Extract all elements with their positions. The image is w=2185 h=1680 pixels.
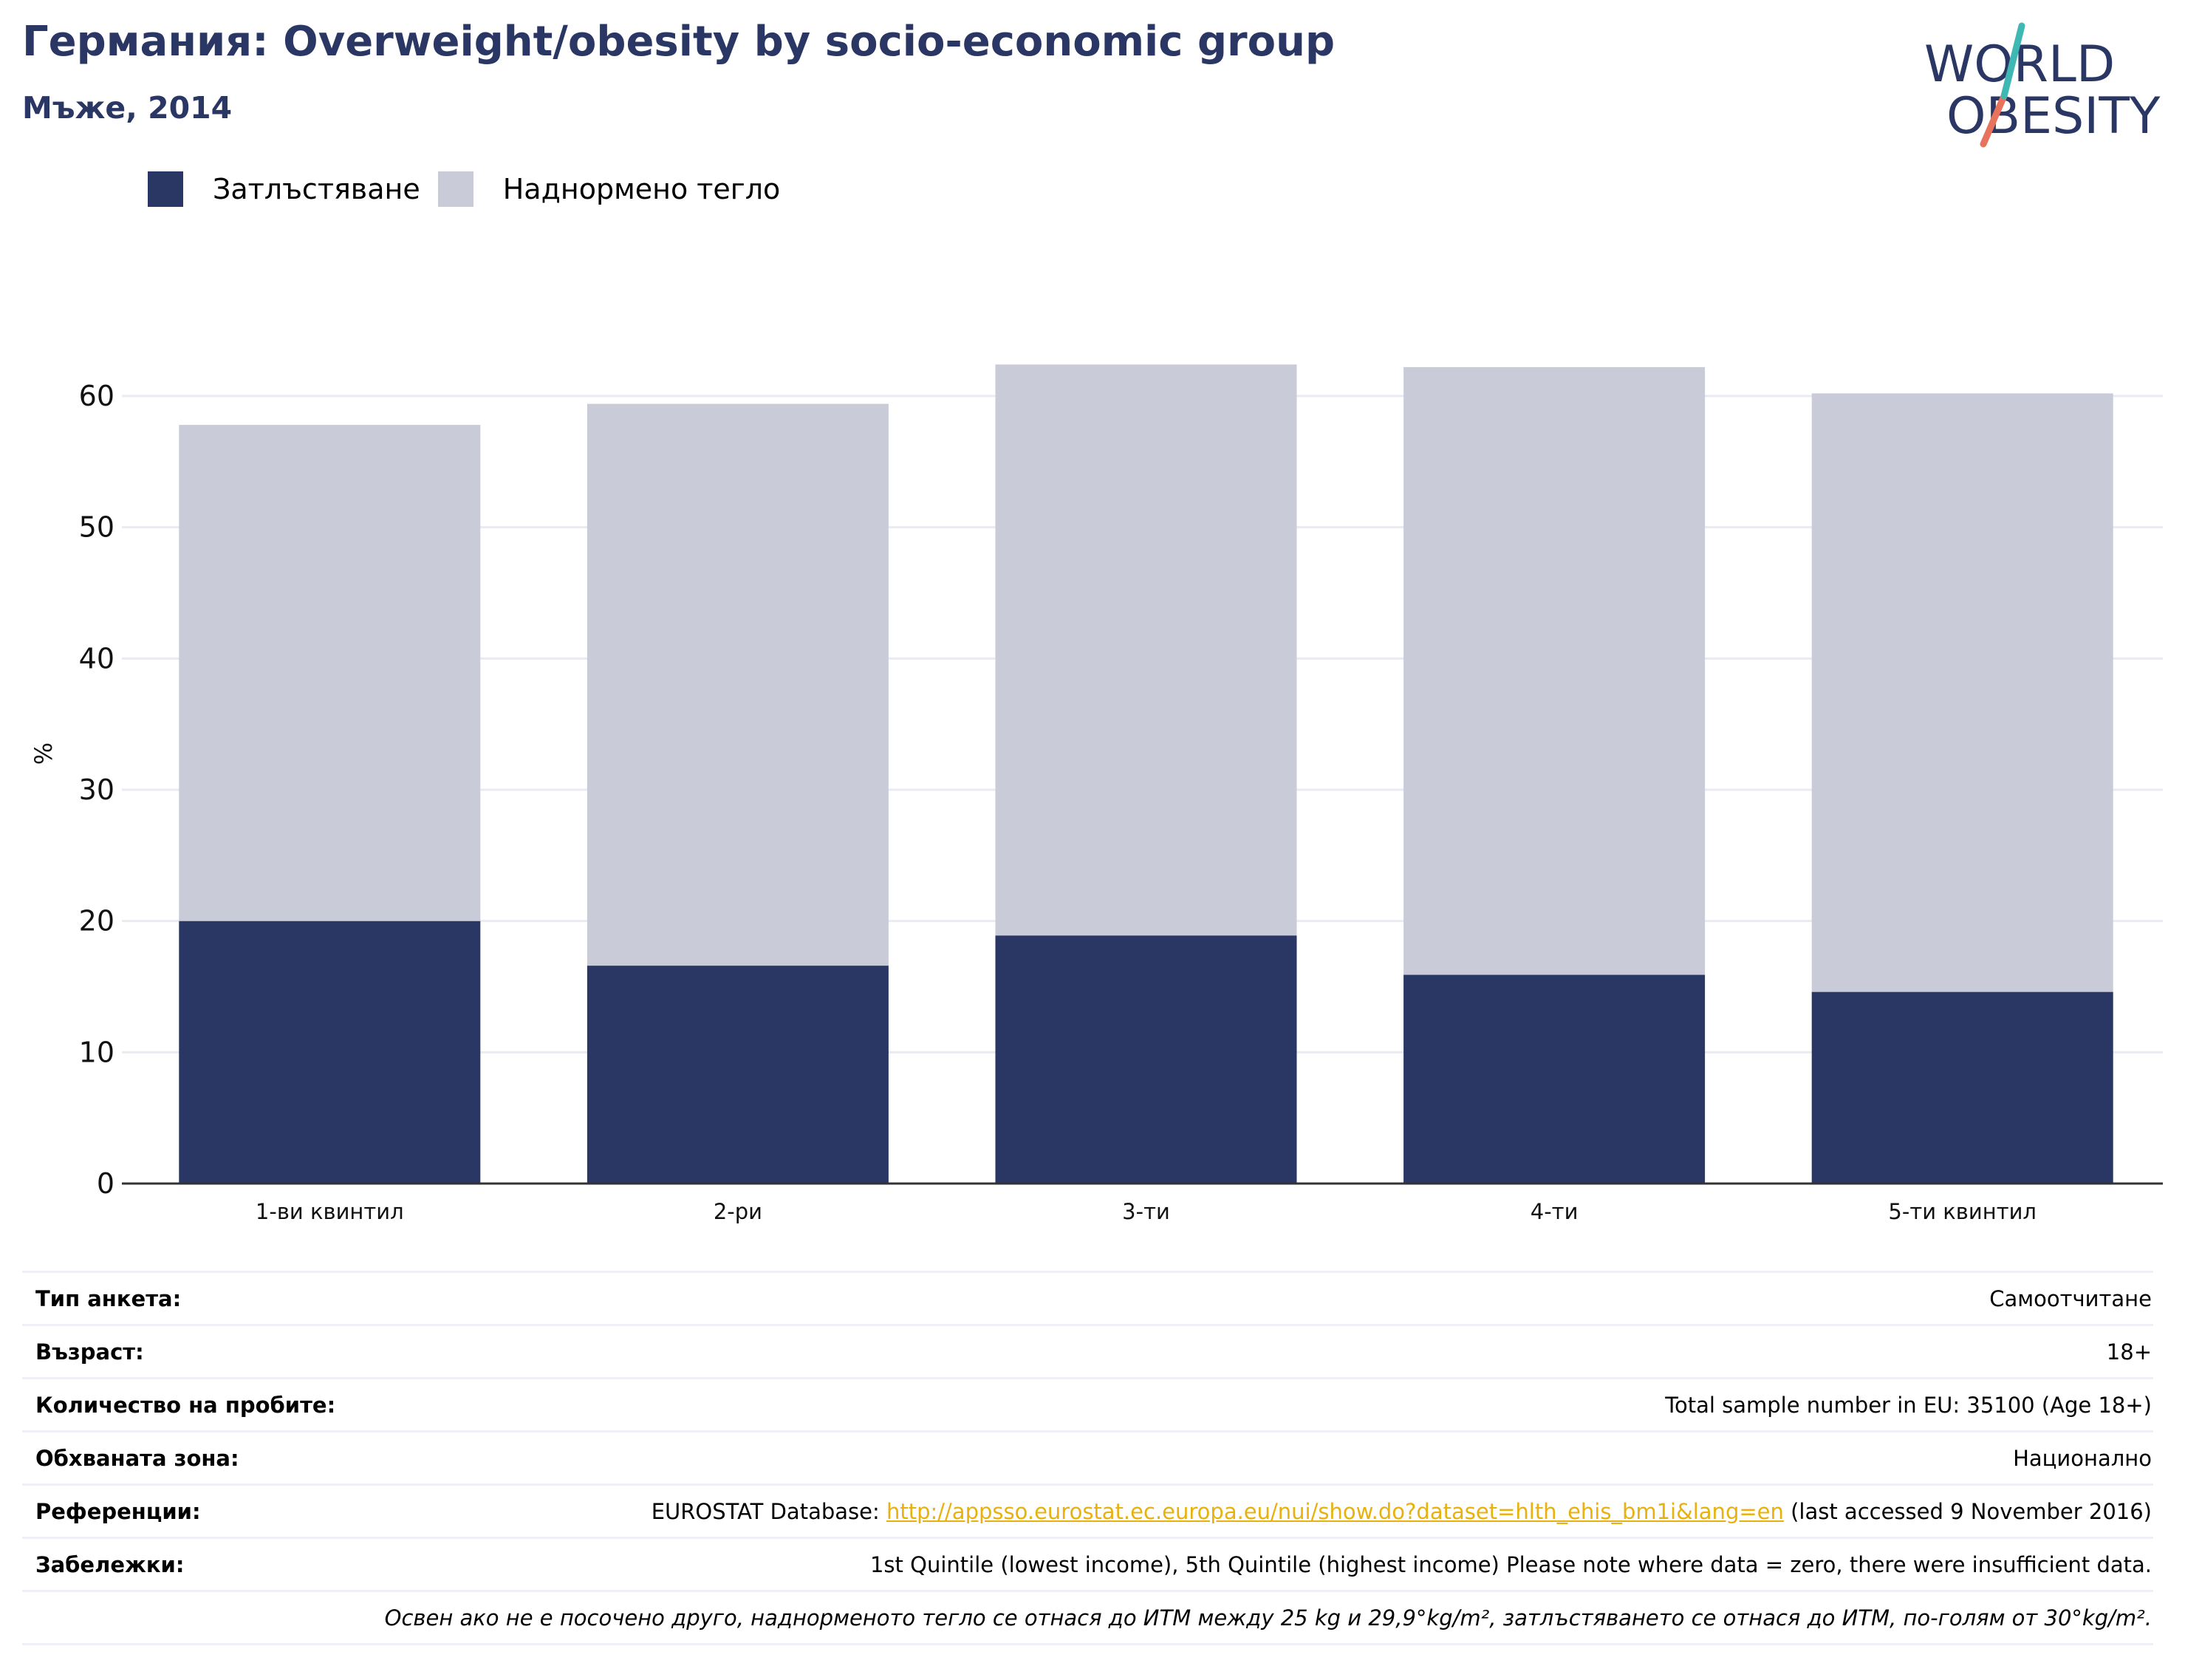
bar-overweight bbox=[995, 364, 1297, 936]
bar-obesity bbox=[1811, 991, 2113, 1184]
reference-prefix: EUROSTAT Database: bbox=[651, 1498, 886, 1524]
x-tick-label: 4-ти bbox=[1531, 1199, 1579, 1224]
bar-obesity bbox=[179, 921, 481, 1184]
y-tick-label: 10 bbox=[79, 1036, 114, 1068]
info-row-area: Обхваната зона: Национално bbox=[22, 1430, 2153, 1485]
info-value: EUROSTAT Database: http://appsso.eurosta… bbox=[349, 1483, 2153, 1538]
legend-item-overweight[interactable]: Наднормено тегло bbox=[437, 171, 781, 207]
logo-slash-coral bbox=[1980, 92, 2008, 148]
world-obesity-logo: WORLD OBESITY bbox=[1924, 22, 2161, 148]
chart-legend: Затлъстяване Наднормено тегло bbox=[148, 168, 798, 210]
y-axis-label: % bbox=[30, 742, 58, 765]
y-tick-label: 20 bbox=[79, 905, 114, 938]
info-label: Обхваната зона: bbox=[22, 1430, 349, 1485]
x-tick-label: 1-ви квинтил bbox=[256, 1199, 404, 1224]
info-value: Национално bbox=[349, 1430, 2153, 1485]
info-row-notes: Забележки: 1st Quintile (lowest income),… bbox=[22, 1537, 2153, 1591]
info-value: Total sample number in EU: 35100 (Age 18… bbox=[349, 1377, 2153, 1432]
info-label: Количество на пробите: bbox=[22, 1377, 349, 1432]
logo-word-obesity: OBESITY bbox=[1946, 87, 2161, 146]
chart-subtitle: Мъже, 2014 bbox=[22, 90, 233, 126]
y-tick-label: 50 bbox=[79, 511, 114, 544]
info-row-survey-type: Тип анкета: Самоотчитане bbox=[22, 1271, 2153, 1325]
x-tick-label: 5-ти квинтил bbox=[1888, 1199, 2037, 1224]
y-tick-label: 40 bbox=[79, 642, 114, 675]
info-value: 1st Quintile (lowest income), 5th Quinti… bbox=[349, 1537, 2153, 1591]
logo-slash-teal bbox=[2000, 22, 2025, 100]
bar-obesity bbox=[995, 935, 1297, 1184]
info-row-age: Възраст: 18+ bbox=[22, 1324, 2153, 1379]
info-row-sample: Количество на пробите: Total sample numb… bbox=[22, 1377, 2153, 1432]
bar-obesity bbox=[1403, 974, 1706, 1184]
info-label: Референции: bbox=[22, 1483, 349, 1538]
legend-swatch-obesity bbox=[148, 171, 183, 207]
legend-label-obesity: Затлъстяване bbox=[213, 173, 420, 205]
reference-link[interactable]: http://appsso.eurostat.ec.europa.eu/nui/… bbox=[886, 1498, 1784, 1524]
legend-label-overweight: Наднормено тегло bbox=[502, 173, 781, 205]
bar-overweight bbox=[587, 403, 889, 966]
info-value: 18+ bbox=[349, 1324, 2153, 1379]
info-label: Тип анкета: bbox=[22, 1271, 349, 1325]
info-row-references: Референции: EUROSTAT Database: http://ap… bbox=[22, 1483, 2153, 1538]
bar-overweight bbox=[1403, 366, 1706, 975]
stacked-bar-chart: 0 10 20 30 40 50 60% 1-ви квинтил 2-ри 3-ти 4-ти 5-… bbox=[30, 364, 2163, 1224]
bar-overweight bbox=[1811, 393, 2113, 992]
bar-obesity bbox=[587, 966, 889, 1184]
y-tick-label: 30 bbox=[79, 774, 114, 806]
info-row-footnote: Освен ако не е посочено друго, наднормен… bbox=[22, 1590, 2153, 1645]
chart-title: Германия: Overweight/obesity by socio-ec… bbox=[22, 18, 1336, 66]
info-label: Забележки: bbox=[22, 1537, 349, 1591]
y-tick-label: 60 bbox=[79, 380, 114, 412]
reference-suffix: (last accessed 9 November 2016) bbox=[1783, 1498, 2152, 1524]
bar-overweight bbox=[179, 425, 481, 921]
x-tick-label: 2-ри bbox=[714, 1199, 762, 1224]
footnote: Освен ако не е посочено друго, наднормен… bbox=[22, 1590, 2153, 1645]
info-label: Възраст: bbox=[22, 1324, 349, 1379]
legend-item-obesity[interactable]: Затлъстяване bbox=[148, 171, 420, 207]
info-value: Самоотчитане bbox=[349, 1271, 2153, 1325]
x-tick-label: 3-ти bbox=[1122, 1199, 1170, 1224]
legend-swatch-overweight bbox=[437, 171, 473, 207]
y-tick-label: 0 bbox=[97, 1167, 114, 1200]
info-table: Тип анкета: Самоотчитане Възраст: 18+ Ко… bbox=[22, 1271, 2153, 1645]
